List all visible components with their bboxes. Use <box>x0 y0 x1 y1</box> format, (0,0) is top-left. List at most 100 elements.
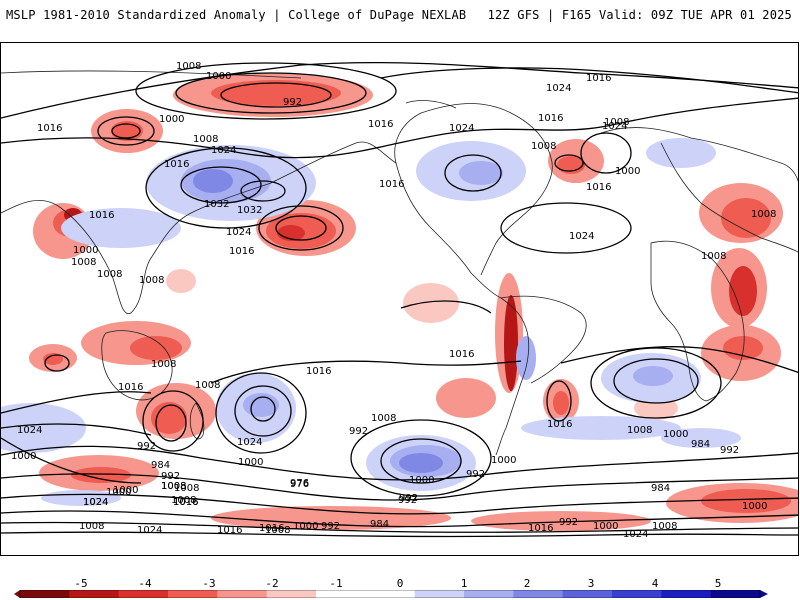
colorbar-swatch <box>316 590 366 598</box>
colorbar-swatch <box>414 590 465 598</box>
isobar-label: 976 <box>290 478 309 489</box>
isobar-label: 1008 <box>174 483 199 494</box>
colorbar-swatch <box>562 590 613 598</box>
isobar-label: 1000 <box>742 501 767 512</box>
colorbar-tick-label: -1 <box>329 577 343 590</box>
isobar-label: 1016 <box>449 349 474 360</box>
isobar-label: 1016 <box>118 382 143 393</box>
colorbar-swatch <box>710 590 761 598</box>
isobars <box>1 61 798 538</box>
isobar-label: 1024 <box>83 497 108 508</box>
isobar-label: 1000 <box>11 451 36 462</box>
colorbar-swatch <box>217 590 268 598</box>
isobar-label: 1008 <box>371 413 396 424</box>
isobar-label: 1000 <box>409 475 434 486</box>
isobar-label: 1016 <box>89 210 114 221</box>
colorbar-tick-label: 3 <box>587 577 595 590</box>
isobar-label: 1016 <box>173 497 198 508</box>
isobar-label: 1008 <box>652 521 677 532</box>
colorbar-swatch <box>168 590 218 598</box>
isobar-label: 1008 <box>151 359 176 370</box>
isobar-label: 1016 <box>547 419 572 430</box>
isobar-label: 992 <box>398 495 417 506</box>
isobar-label: 1024 <box>83 497 108 508</box>
colorbar: -5 -4 -3 -2 -1 0 1 2 3 4 5 <box>0 568 800 600</box>
isobar-label: 1024 <box>546 83 571 94</box>
colorbar-swatch <box>661 590 712 598</box>
isobar-label: 1008 <box>265 525 290 536</box>
isobar-label: 1000 <box>206 71 231 82</box>
isobar-label: 984 <box>151 460 170 471</box>
isobar-label: 992 <box>283 97 302 108</box>
colorbar-swatch <box>464 590 514 598</box>
isobar-label: 1008 <box>627 425 652 436</box>
isobar-label: 1008 <box>161 481 186 492</box>
isobar-label: 1000 <box>615 166 640 177</box>
colorbar-min-arrow <box>14 590 20 598</box>
colorbar-swatch <box>513 590 564 598</box>
colorbar-tick-label: 4 <box>651 577 659 590</box>
isobar-label: 1016 <box>586 182 611 193</box>
isobar-label: 1008 <box>79 521 104 532</box>
colorbar-tick-label: 2 <box>523 577 531 590</box>
isobar-label: 1032 <box>204 199 229 210</box>
isobar-label: 1008 <box>97 269 122 280</box>
colorbar-swatch <box>612 590 662 598</box>
colorbar-tick-label: -5 <box>74 577 88 590</box>
isobar-label: 1000 <box>106 487 131 498</box>
isobar-label: 1024 <box>449 123 474 134</box>
map-panel: 1008 1000 992 1016 1000 1008 1024 1032 1… <box>0 42 799 556</box>
isobar-label: 992 <box>321 521 340 532</box>
isobar-label: 1016 <box>368 119 393 130</box>
isobar-label: 1008 <box>193 134 218 145</box>
isobar-label: 1000 <box>491 455 516 466</box>
isobar-label: 1016 <box>538 113 563 124</box>
isobar-label: 1000 <box>238 457 263 468</box>
isobar-label: 1000 <box>663 429 688 440</box>
isobar-label: 1016 <box>37 123 62 134</box>
positive-anomaly-shading <box>1 138 741 506</box>
isobar-label: 992 <box>161 471 180 482</box>
isobar-label: 1024 <box>226 227 251 238</box>
colorbar-swatch <box>69 590 120 598</box>
colorbar-tick-label: 1 <box>460 577 468 590</box>
isobar-label: 1016 <box>379 179 404 190</box>
isobar-label: 976 <box>290 479 309 490</box>
isobar-label: 1008 <box>751 209 776 220</box>
colorbar-tick-label: 5 <box>714 577 722 590</box>
isobar-label: 1000 <box>593 521 618 532</box>
isobar-label: 1024 <box>211 145 236 156</box>
isobar-label: 992 <box>137 441 156 452</box>
isobar-label: 1008 <box>139 275 164 286</box>
valid-time-title: 12Z GFS | F165 Valid: 09Z TUE APR 01 202… <box>487 8 792 22</box>
isobar-label: 1008 <box>161 481 186 492</box>
isobar-labels: 1008 1000 992 1016 1000 1008 1024 1032 1… <box>11 61 776 540</box>
isobar-label: 984 <box>651 483 670 494</box>
isobar-label: 1008 <box>701 251 726 262</box>
coastlines <box>1 70 798 456</box>
isobar-label: 1016 <box>259 523 284 534</box>
colorbar-swatch <box>20 590 70 598</box>
isobar-label: 992 <box>399 493 418 504</box>
isobar-label: 992 <box>559 517 578 528</box>
isobar-label: 1008 <box>176 61 201 72</box>
colorbar-tick-label: -3 <box>202 577 216 590</box>
isobar-label: 1024 <box>137 525 162 536</box>
isobar-label: 992 <box>466 469 485 480</box>
isobar-label: 992 <box>349 426 368 437</box>
isobar-label: 1008 <box>195 380 220 391</box>
isobar-label: 1016 <box>306 366 331 377</box>
isobar-label: 1024 <box>569 231 594 242</box>
isobar-label: 1000 <box>293 521 318 532</box>
header: MSLP 1981-2010 Standardized Anomaly | Co… <box>0 0 800 28</box>
colorbar-outline <box>19 590 761 598</box>
colorbar-tick-label: 0 <box>396 577 404 590</box>
isobar-label: 984 <box>370 519 389 530</box>
isobar-label: 1000 <box>73 245 98 256</box>
colorbar-tick-label: -4 <box>138 577 152 590</box>
isobar-label: 1016 <box>164 159 189 170</box>
colorbar-swatch <box>118 590 169 598</box>
isobar-label: 1032 <box>237 205 262 216</box>
isobar-label: 1024 <box>17 425 42 436</box>
isobar-label: 1016 <box>586 73 611 84</box>
